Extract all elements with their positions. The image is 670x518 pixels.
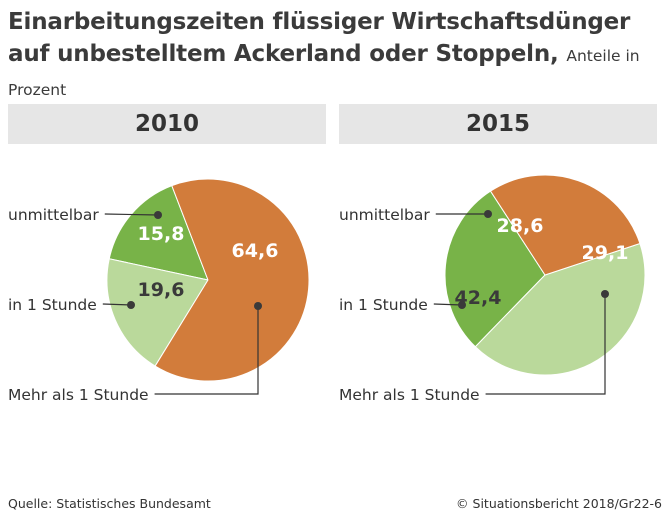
value-label-2010-1: 19,6 <box>138 279 185 301</box>
chart-title: Einarbeitungszeiten flüssiger Wirtschaft… <box>8 6 668 106</box>
leader-dot-2015-2 <box>601 290 609 298</box>
value-label-2010-0: 15,8 <box>138 223 185 245</box>
leader-line-2010-0 <box>104 213 159 216</box>
category-label-2010-2: Mehr als 1 Stunde <box>8 386 149 404</box>
title-separator: , <box>550 41 559 67</box>
leader-dot-2015-1 <box>458 301 466 309</box>
leader-line-2010-1 <box>102 303 132 306</box>
category-label-2015-1: in 1 Stunde <box>339 296 428 314</box>
source-note: Quelle: Statistisches Bundesamt <box>8 496 211 511</box>
pie-slice-2010-2 <box>154 178 310 382</box>
leader-dot-2010-0 <box>154 211 162 219</box>
leader-dot-2015-0 <box>484 210 492 218</box>
category-label-2015-2: Mehr als 1 Stunde <box>339 386 480 404</box>
pie-slice-2010-1 <box>106 258 209 367</box>
leader-line-2010-2 <box>154 306 259 395</box>
value-label-2015-1: 42,4 <box>455 287 502 309</box>
value-label-2015-0: 28,6 <box>497 215 544 237</box>
leader-line-2015-2 <box>485 294 606 395</box>
category-label-2015-0: unmittelbar <box>339 206 430 224</box>
title-line-2: auf unbestelltem Ackerland oder Stoppeln <box>8 41 551 67</box>
category-label-2010-0: unmittelbar <box>8 206 99 224</box>
value-label-2015-2: 29,1 <box>582 242 629 264</box>
leader-dot-2010-1 <box>127 301 135 309</box>
pie-slice-2015-2 <box>489 174 641 276</box>
leader-line-2015-1 <box>433 303 463 306</box>
pie-slice-2015-1 <box>474 242 646 376</box>
leader-dot-2010-2 <box>254 302 262 310</box>
value-label-2010-2: 64,6 <box>232 240 279 262</box>
subtitle: Anteile in Prozent <box>8 47 640 99</box>
category-label-2010-1: in 1 Stunde <box>8 296 97 314</box>
pie-slice-2015-0 <box>444 190 546 348</box>
copyright-note: © Situationsbericht 2018/Gr22-6 <box>456 496 662 511</box>
title-line-1: Einarbeitungszeiten flüssiger Wirtschaft… <box>8 9 631 35</box>
panel-title-2015: 2015 <box>339 104 657 144</box>
panel-title-2010: 2010 <box>8 104 326 144</box>
